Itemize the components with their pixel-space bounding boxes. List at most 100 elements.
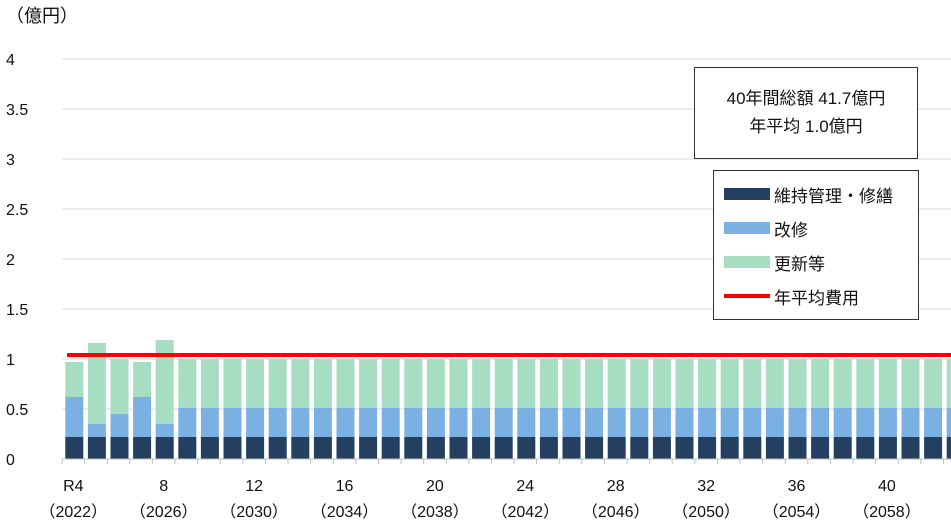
bar-segment-s0 bbox=[313, 437, 332, 459]
bar-segment-s2 bbox=[178, 359, 197, 408]
bar-segment-s2 bbox=[404, 359, 423, 408]
bar-segment-s1 bbox=[856, 408, 875, 437]
x-tick-sublabel: （2026） bbox=[130, 503, 198, 521]
bar-segment-s2 bbox=[223, 359, 242, 408]
bar-segment-s0 bbox=[765, 437, 784, 459]
legend-swatch-maintenance bbox=[724, 188, 770, 200]
x-tick-label: 24 bbox=[516, 478, 534, 495]
bar-segment-s1 bbox=[133, 397, 152, 437]
bar-segment-s1 bbox=[223, 408, 242, 437]
x-tick-sublabel: （2030） bbox=[220, 503, 288, 521]
bar-segment-s1 bbox=[426, 408, 445, 437]
bar-segment-s0 bbox=[743, 437, 762, 459]
bar-segment-s0 bbox=[517, 437, 536, 459]
bar-segment-s2 bbox=[562, 359, 581, 408]
bar-segment-s2 bbox=[878, 359, 897, 408]
bar-segment-s1 bbox=[630, 408, 649, 437]
summary-box: 40年間総額 41.7億円 年平均 1.0億円 bbox=[694, 67, 918, 159]
bar-segment-s1 bbox=[562, 408, 581, 437]
bar-segment-s2 bbox=[652, 359, 671, 408]
bar-segment-s0 bbox=[359, 437, 378, 459]
bar-segment-s2 bbox=[517, 359, 536, 408]
bar-segment-s0 bbox=[155, 437, 174, 459]
legend-item-maintenance: 維持管理・修繕 bbox=[714, 177, 918, 211]
bar-segment-s1 bbox=[585, 408, 604, 437]
bar-segment-s0 bbox=[833, 437, 852, 459]
summary-average: 年平均 1.0億円 bbox=[749, 117, 863, 136]
legend-item-renovation: 改修 bbox=[714, 211, 918, 245]
bar-segment-s0 bbox=[449, 437, 468, 459]
y-tick-label: 1 bbox=[6, 352, 15, 369]
bar-segment-s0 bbox=[856, 437, 875, 459]
bar-segment-s0 bbox=[336, 437, 355, 459]
bar-segment-s0 bbox=[924, 437, 943, 459]
bar-segment-s1 bbox=[924, 408, 943, 437]
x-tick-sublabel: （2046） bbox=[582, 503, 650, 521]
y-tick-label: 2.5 bbox=[6, 202, 28, 219]
bar-segment-s1 bbox=[110, 414, 129, 437]
bar-segment-s0 bbox=[200, 437, 219, 459]
bar-segment-s1 bbox=[359, 408, 378, 437]
bar-segment-s1 bbox=[901, 408, 920, 437]
bar-segment-s1 bbox=[652, 408, 671, 437]
y-tick-label: 0.5 bbox=[6, 402, 28, 419]
bar-segment-s2 bbox=[246, 359, 265, 408]
y-tick-label: 0 bbox=[6, 452, 15, 469]
x-tick-sublabel: （2034） bbox=[311, 503, 379, 521]
bar-segment-s2 bbox=[811, 359, 830, 408]
bar-segment-s2 bbox=[607, 359, 626, 408]
bar-segment-s1 bbox=[788, 408, 807, 437]
bar-segment-s1 bbox=[675, 408, 694, 437]
bar-segment-s2 bbox=[472, 359, 491, 408]
bar-segment-s2 bbox=[539, 359, 558, 408]
bar-segment-s2 bbox=[720, 359, 739, 408]
bar-segment-s1 bbox=[449, 408, 468, 437]
x-tick-sublabel: （2038） bbox=[401, 503, 469, 521]
bar-segment-s2 bbox=[155, 340, 174, 424]
x-tick-sublabel: （2042） bbox=[491, 503, 559, 521]
bar-segment-s1 bbox=[155, 424, 174, 437]
bar-segment-s0 bbox=[381, 437, 400, 459]
bar-segment-s2 bbox=[313, 359, 332, 408]
bar-segment-s2 bbox=[65, 362, 84, 397]
bar-segment-s0 bbox=[268, 437, 287, 459]
bar-segment-s1 bbox=[539, 408, 558, 437]
bar-segment-s1 bbox=[878, 408, 897, 437]
y-tick-label: 1.5 bbox=[6, 302, 28, 319]
bar-segment-s1 bbox=[336, 408, 355, 437]
bar-segment-s2 bbox=[946, 359, 951, 408]
legend-swatch-renovation bbox=[724, 222, 770, 234]
bar-segment-s2 bbox=[585, 359, 604, 408]
bar-segment-s0 bbox=[607, 437, 626, 459]
bar-segment-s1 bbox=[517, 408, 536, 437]
bar-segment-s2 bbox=[765, 359, 784, 408]
x-tick-label: 36 bbox=[788, 478, 806, 495]
bar-segment-s1 bbox=[178, 408, 197, 437]
bar-segment-s0 bbox=[87, 437, 106, 459]
bar-segment-s0 bbox=[585, 437, 604, 459]
legend-label-maintenance: 維持管理・修繕 bbox=[774, 186, 893, 206]
bar-segment-s1 bbox=[765, 408, 784, 437]
bar-segment-s2 bbox=[833, 359, 852, 408]
bar-segment-s0 bbox=[472, 437, 491, 459]
bar-segment-s0 bbox=[178, 437, 197, 459]
bar-segment-s1 bbox=[246, 408, 265, 437]
bar-segment-s2 bbox=[336, 359, 355, 408]
bar-segment-s2 bbox=[110, 359, 129, 414]
bar-segment-s1 bbox=[607, 408, 626, 437]
bar-segment-s0 bbox=[426, 437, 445, 459]
x-tick-sublabel: （2058） bbox=[853, 503, 921, 521]
bar-segment-s2 bbox=[426, 359, 445, 408]
bar-segment-s0 bbox=[246, 437, 265, 459]
legend-item-average: 年平均費用 bbox=[714, 279, 918, 313]
bar-segment-s2 bbox=[698, 359, 717, 408]
bar-segment-s1 bbox=[200, 408, 219, 437]
bar-segment-s2 bbox=[381, 359, 400, 408]
bar-segment-s0 bbox=[811, 437, 830, 459]
x-tick-label: 20 bbox=[426, 478, 444, 495]
bar-segment-s1 bbox=[87, 424, 106, 437]
x-tick-label: 40 bbox=[878, 478, 896, 495]
bar-segment-s0 bbox=[562, 437, 581, 459]
bar-segment-s1 bbox=[698, 408, 717, 437]
